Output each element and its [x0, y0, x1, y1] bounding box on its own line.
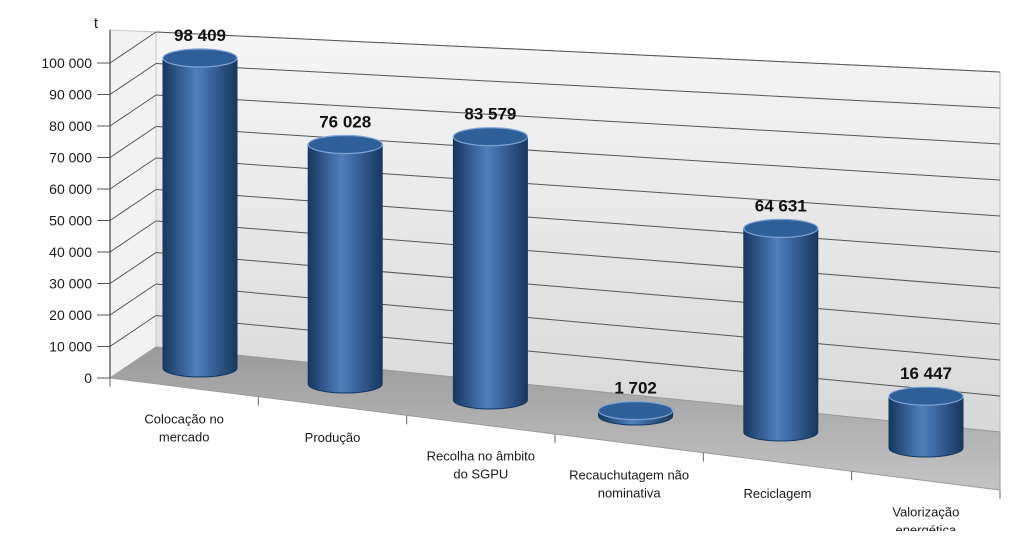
- x-category-label: nominativa: [598, 485, 662, 500]
- y-axis-unit: t: [94, 15, 99, 32]
- gridline-side: [109, 252, 157, 284]
- bar-top: [307, 134, 383, 155]
- gridline-side: [109, 189, 157, 221]
- bars: [162, 48, 964, 458]
- bar: [452, 127, 528, 410]
- bar: [597, 401, 674, 426]
- data-label: 76 028: [319, 113, 371, 132]
- x-category-label: energética: [895, 523, 956, 531]
- gridline: [155, 126, 1001, 181]
- y-tick-label: 30 000: [49, 276, 92, 292]
- bar-body: [452, 136, 528, 410]
- bar-top: [888, 386, 964, 406]
- bar-body: [307, 144, 383, 394]
- gridline-side: [109, 126, 157, 158]
- gridline: [155, 220, 1001, 289]
- x-category-label: Valorização: [892, 505, 959, 520]
- y-tick-label: 100 000: [41, 55, 92, 71]
- gridline-side: [109, 31, 157, 64]
- bar-top: [597, 401, 674, 421]
- gridlines: [109, 31, 1001, 397]
- labels: 98 409 Colocação no mercado 76 028 Produção 8…: [144, 26, 959, 536]
- gridline-side: [109, 220, 157, 253]
- gridline-side: [109, 283, 157, 316]
- data-label: 1 702: [614, 379, 657, 398]
- y-tick-label: 0: [84, 370, 92, 386]
- gridline: [155, 94, 1001, 145]
- x-category-label: Recolha no âmbito: [427, 449, 535, 464]
- y-tick-label: 10 000: [49, 339, 92, 355]
- bar-body: [888, 395, 964, 458]
- x-category-label: Produção: [305, 430, 361, 445]
- gridline: [155, 189, 1001, 253]
- x-category-label: Recauchutagem não: [569, 467, 689, 482]
- y-tick-label: 50 000: [49, 213, 92, 229]
- gridline: [155, 283, 1001, 361]
- data-label: 16 447: [900, 364, 952, 383]
- data-label: 98 409: [174, 26, 226, 45]
- y-tick-label: 60 000: [49, 181, 92, 197]
- gridline-side: [109, 157, 157, 190]
- gridline: [155, 31, 1001, 73]
- bar: [162, 48, 238, 378]
- gridline: [155, 157, 1001, 217]
- gridline-side: [109, 94, 157, 127]
- y-tick-label: 40 000: [49, 244, 92, 260]
- bar-body: [743, 227, 819, 442]
- y-tick-label: 80 000: [49, 118, 92, 134]
- y-tick-label: 20 000: [49, 307, 92, 323]
- x-category-label: Reciclagem: [744, 486, 812, 501]
- gridline-side: [109, 315, 157, 347]
- x-category-label: mercado: [159, 429, 210, 444]
- gridline: [155, 315, 1001, 397]
- data-label: 83 579: [464, 105, 516, 124]
- y-tick-label: 90 000: [49, 87, 92, 103]
- data-label: 64 631: [755, 196, 807, 215]
- bar: [888, 386, 964, 458]
- bar-top: [743, 218, 819, 239]
- bar-top: [452, 127, 528, 147]
- side-wall: [109, 29, 157, 379]
- gridline: [155, 252, 1001, 325]
- axis: 0 10 000 20 000 30 000 40 000 50 000 60 000 70 …: [41, 15, 1001, 499]
- bar: [743, 218, 819, 442]
- gridline-side: [109, 63, 157, 95]
- gridline: [155, 63, 1001, 109]
- y-tick-label: 70 000: [49, 150, 92, 166]
- bar: [307, 134, 383, 394]
- bar-body: [162, 57, 238, 378]
- bar-top: [162, 48, 238, 68]
- x-category-label: do SGPU: [453, 467, 508, 482]
- x-category-label: Colocação no: [144, 411, 224, 426]
